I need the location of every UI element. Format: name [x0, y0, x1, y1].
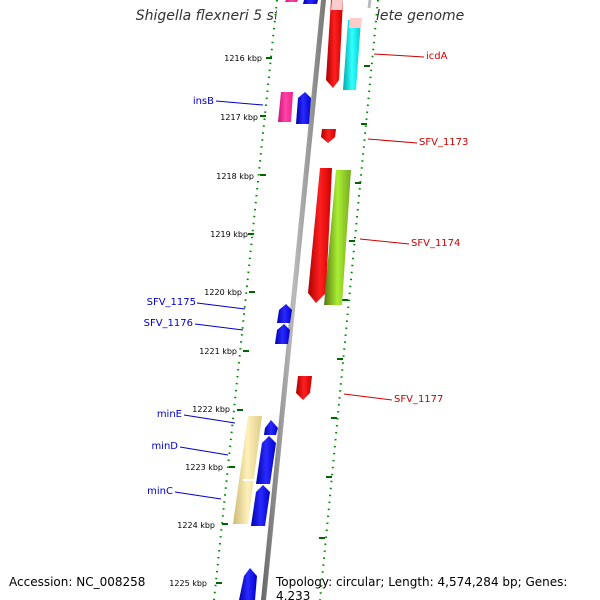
- right-guide-dots: [319, 0, 379, 600]
- gene-icdA[interactable]: [343, 20, 361, 90]
- right-label-leaders: [343, 53, 425, 401]
- gene-partial-top[interactable]: [285, 0, 298, 2]
- tick-label: 1220 kbp: [204, 288, 242, 297]
- gene-reverse-highlight: [331, 0, 343, 10]
- gene-SFV_1173[interactable]: [321, 129, 336, 143]
- tick-label: 1219 kbp: [210, 230, 248, 239]
- gene-insB[interactable]: [278, 92, 293, 122]
- accession-text: Accession: NC_008258: [9, 575, 146, 589]
- tick-label: 1217 kbp: [220, 113, 258, 122]
- tick-label: 1224 kbp: [177, 521, 215, 530]
- gene-icdA-highlight: [349, 18, 362, 28]
- tick-label: 1216 kbp: [224, 54, 262, 63]
- tick-label: 1218 kbp: [216, 172, 254, 181]
- gene-label-icdA: icdA: [426, 51, 448, 62]
- gene-SFV_1174-green[interactable]: [324, 170, 351, 305]
- chromosome-backbone: [261, 0, 326, 600]
- gene-SFV_1177[interactable]: [296, 376, 312, 400]
- topology-text: Topology: circular; Length: 4,574,284 bp…: [276, 575, 568, 600]
- gene-SFV_1176[interactable]: [275, 324, 290, 344]
- tick-label: 1221 kbp: [199, 347, 237, 356]
- tick-label: 1222 kbp: [192, 405, 230, 414]
- gene-label-SFV_1175: SFV_1175: [147, 297, 196, 308]
- tick-label: 1223 kbp: [185, 463, 223, 472]
- left-label-leaders: [174, 100, 264, 500]
- gene-label-minD: minD: [151, 441, 178, 452]
- gene-partial-bottom[interactable]: [239, 568, 257, 600]
- left-guide-dots: [213, 0, 278, 600]
- left-tick-marks: [216, 57, 272, 584]
- gene-label-SFV_1173: SFV_1173: [419, 137, 468, 148]
- gene-insB-forward[interactable]: [296, 92, 311, 124]
- gene-minD[interactable]: [256, 436, 276, 484]
- gene-partial-top[interactable]: [303, 0, 318, 4]
- right-tick-marks: [319, 65, 370, 539]
- gene-label-minC: minC: [147, 486, 173, 497]
- gene-min-operon-band[interactable]: [233, 416, 262, 524]
- gene-minE[interactable]: [264, 420, 278, 435]
- tick-label: 1225 kbp: [169, 579, 207, 588]
- gene-SFV_1175[interactable]: [277, 304, 292, 323]
- gene-label-SFV_1177: SFV_1177: [394, 394, 443, 405]
- gene-label-insB: insB: [193, 96, 214, 107]
- gene-SFV_1174[interactable]: [308, 168, 332, 303]
- gene-label-minE: minE: [157, 409, 182, 420]
- gene-label-SFV_1174: SFV_1174: [411, 238, 460, 249]
- gene-label-SFV_1176: SFV_1176: [144, 318, 193, 329]
- gene-reverse[interactable]: [326, 0, 343, 88]
- gene-minC[interactable]: [251, 485, 270, 526]
